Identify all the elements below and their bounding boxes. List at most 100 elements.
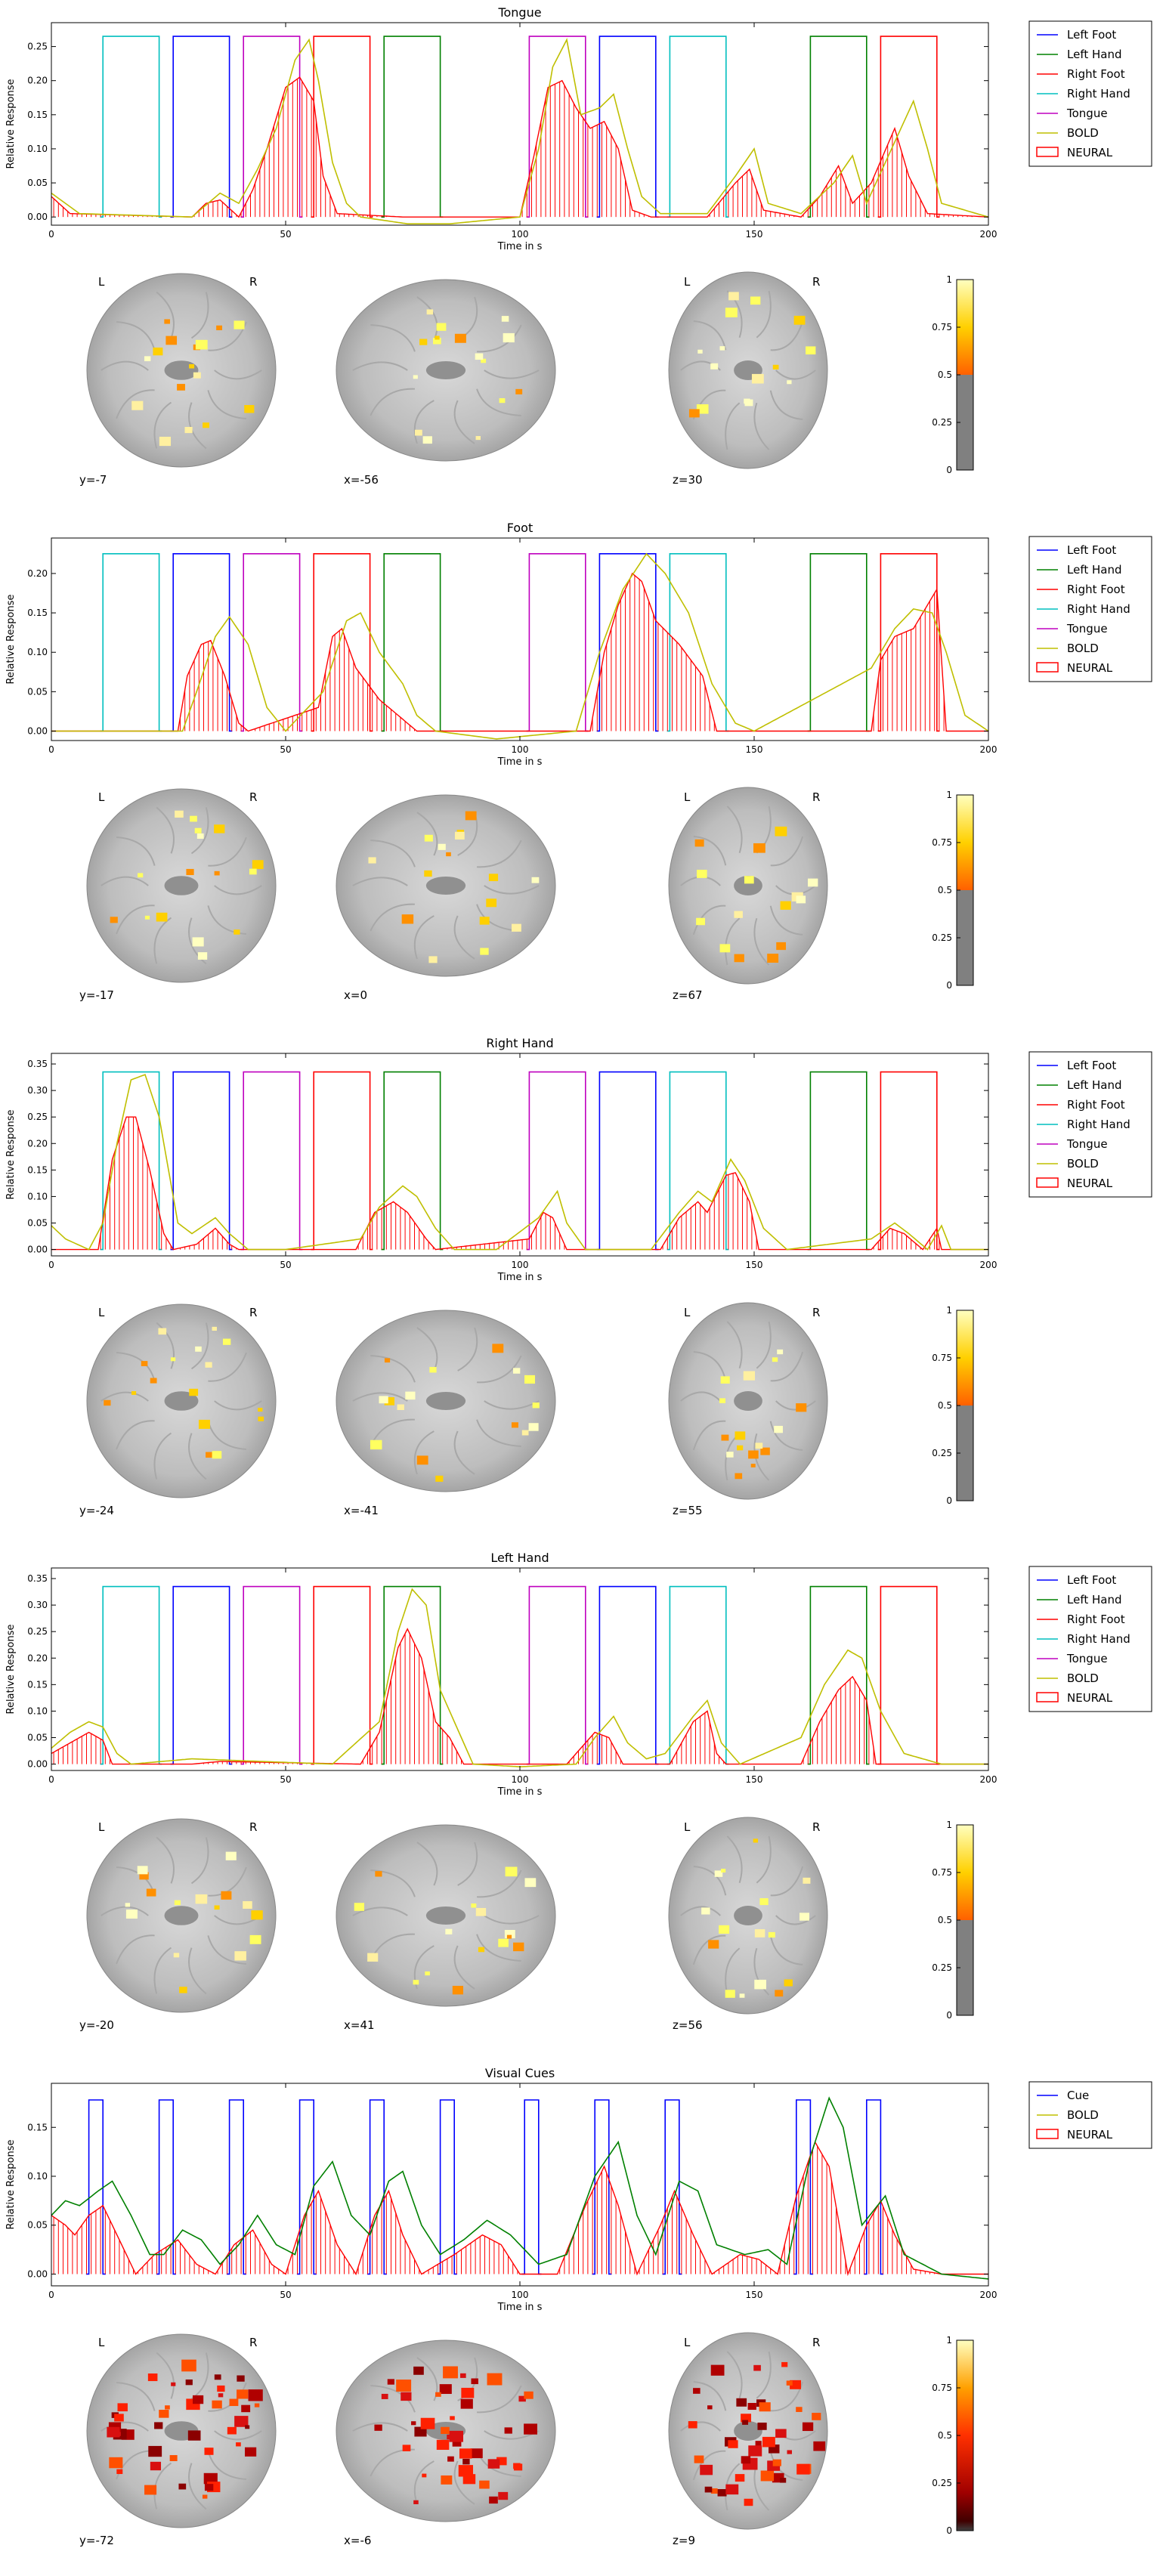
activation-voxel [775,826,787,837]
colorbar-hot [957,280,973,375]
activation-voxel [384,1397,394,1406]
activation-voxel [425,1971,430,1976]
block-cue [521,2099,542,2275]
activation-voxel [776,942,787,951]
brain-gyrus [769,2451,803,2481]
activation-voxel [696,404,709,414]
legend-label: Left Foot [1067,543,1116,557]
activation-voxel [454,333,466,343]
y-tick-label: 0.30 [27,1600,48,1610]
x-tick-label: 150 [746,744,763,755]
activation-voxel [438,843,446,850]
slice-coordinate-label: x=-41 [344,1504,379,1517]
right-marker: R [249,1820,257,1834]
block-left-foot [596,1071,659,1251]
colorbar-gray [957,375,973,470]
brain-gyrus [477,324,522,353]
brain-gyrus [352,1906,408,1916]
activation-voxel [452,2439,462,2447]
activation-voxel [203,2472,218,2485]
activation-voxel [697,349,703,354]
activation-voxel [241,2404,251,2413]
brain-gyrus [413,400,435,444]
block-cue [662,2099,682,2275]
activation-voxel [504,1929,515,1939]
legend-label: NEURAL [1067,146,1113,159]
activation-voxel [212,2400,222,2409]
activation-voxel [419,339,428,345]
brain-gyrus [207,390,247,419]
brain-gyrus [725,917,741,966]
y-tick-label: 0.15 [27,1679,48,1690]
brain-ventricle [425,877,466,895]
slice-coordinate-label: y=-20 [79,2018,114,2032]
brain-gyrus [214,885,262,895]
block-cue [156,2099,176,2275]
activation-voxel [735,1431,746,1440]
brain-ventricle [164,1391,199,1411]
legend-label: Right Foot [1067,1613,1125,1626]
brain-gyrus [756,290,772,339]
brain-svg: y=-20 x=41 z=56 L R L R 1 0.75 0.5 0.25 0 [79,1817,974,2032]
colorbar-tick-label: 0.5 [938,2430,952,2441]
left-marker: L [684,790,691,804]
legend-label: BOLD [1067,642,1099,655]
activation-voxel [799,1913,809,1921]
activation-voxel [137,1866,148,1875]
activation-voxel [193,372,201,379]
activation-voxel [528,1423,539,1431]
block-left-hand [807,1585,870,1765]
brain-gyrus [770,836,804,867]
activation-voxel [401,914,414,924]
activation-voxel [710,2488,718,2494]
activation-voxel [720,1376,730,1384]
activation-voxel [189,1388,199,1396]
brain-svg: y=-17 x=0 z=67 L R L R 1 0.75 0.5 0.25 0 [79,787,974,1002]
activation-voxel [192,2395,204,2404]
activation-voxel [396,2380,412,2392]
x-axis-label: Time in s [497,241,543,252]
activation-voxel [492,1344,504,1353]
colorbar-tick-label: 0.75 [932,837,952,848]
activation-voxel [719,346,725,351]
activation-voxel [475,436,481,441]
activation-voxel [436,2439,450,2451]
x-tick-label: 50 [280,2290,291,2300]
coronal-slice [86,1303,277,1498]
brain-gyrus [156,806,175,854]
left-marker: L [684,1306,691,1319]
slice-coordinate-label: z=30 [673,473,703,487]
activation-voxel [704,2486,713,2493]
activation-voxel [214,824,225,833]
brain-gyrus [453,400,475,444]
x-tick-label: 150 [746,229,763,240]
x-tick-label: 150 [746,2290,763,2300]
activation-voxel [734,911,743,918]
block-cue [226,2099,246,2275]
slice-coordinate-label: y=-72 [79,2534,114,2547]
right-marker: R [812,790,820,804]
activation-voxel [194,827,202,833]
activation-voxel [777,1349,784,1355]
activation-voxel [787,380,792,385]
brain-gyrus [680,1391,721,1402]
legend-label: BOLD [1067,126,1099,140]
activation-voxel [252,860,264,870]
colorbar: 1 0.75 0.5 0.25 0 [932,1820,974,2021]
activation-voxel [439,2384,452,2395]
colorbar-gray [957,1406,973,1501]
block-right-foot [877,36,940,218]
activation-voxel [470,2448,483,2459]
activation-voxel [195,1346,202,1352]
activation-voxel [518,2395,526,2402]
activation-voxel [475,1907,487,1916]
activation-voxel [506,1934,512,1939]
activation-voxel [774,1425,783,1433]
activation-voxel [754,1979,766,1990]
activation-voxel [154,2422,163,2429]
activation-voxel [741,2456,751,2464]
coronal-slice [86,273,277,468]
activation-voxel [701,1907,710,1915]
brain-gyrus [416,1327,438,1371]
neural-line [51,76,989,218]
